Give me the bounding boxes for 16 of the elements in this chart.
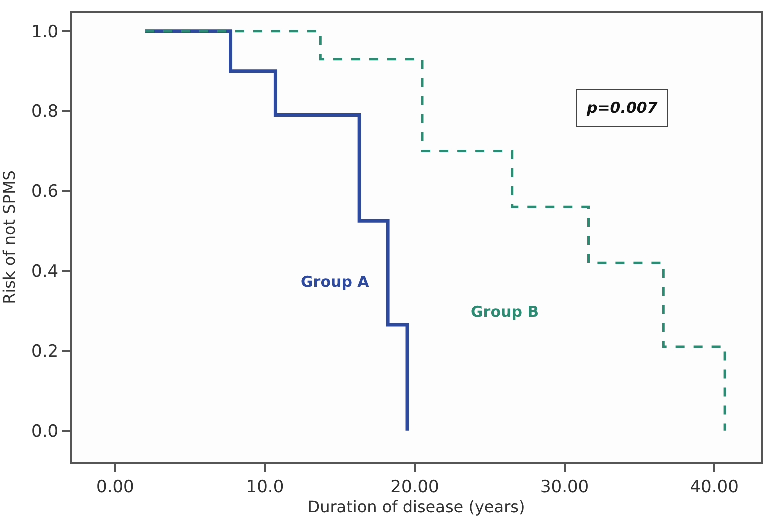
x-tick-label: 0.00 [96, 477, 134, 498]
x-tick-label: 30.00 [540, 477, 590, 498]
annotation: p=0.007 [586, 99, 658, 117]
y-tick-label: 0.8 [32, 102, 59, 122]
y-tick-label: 0.4 [32, 262, 59, 282]
x-tick-label: 10.0 [246, 477, 284, 498]
x-tick-label: 20.00 [390, 477, 440, 498]
x-axis-title: Duration of disease (years) [308, 497, 526, 516]
y-tick-label: 0.0 [32, 422, 59, 442]
y-tick-label: 1.0 [32, 22, 59, 42]
y-tick-label: 0.2 [32, 342, 59, 362]
text: Group B [471, 303, 540, 321]
y-tick-label: 0.6 [32, 182, 59, 202]
series-label: Group A [301, 273, 370, 291]
x-tick-label: 40.00 [690, 477, 739, 498]
y-axis-title: Risk of not SPMS [0, 170, 19, 304]
